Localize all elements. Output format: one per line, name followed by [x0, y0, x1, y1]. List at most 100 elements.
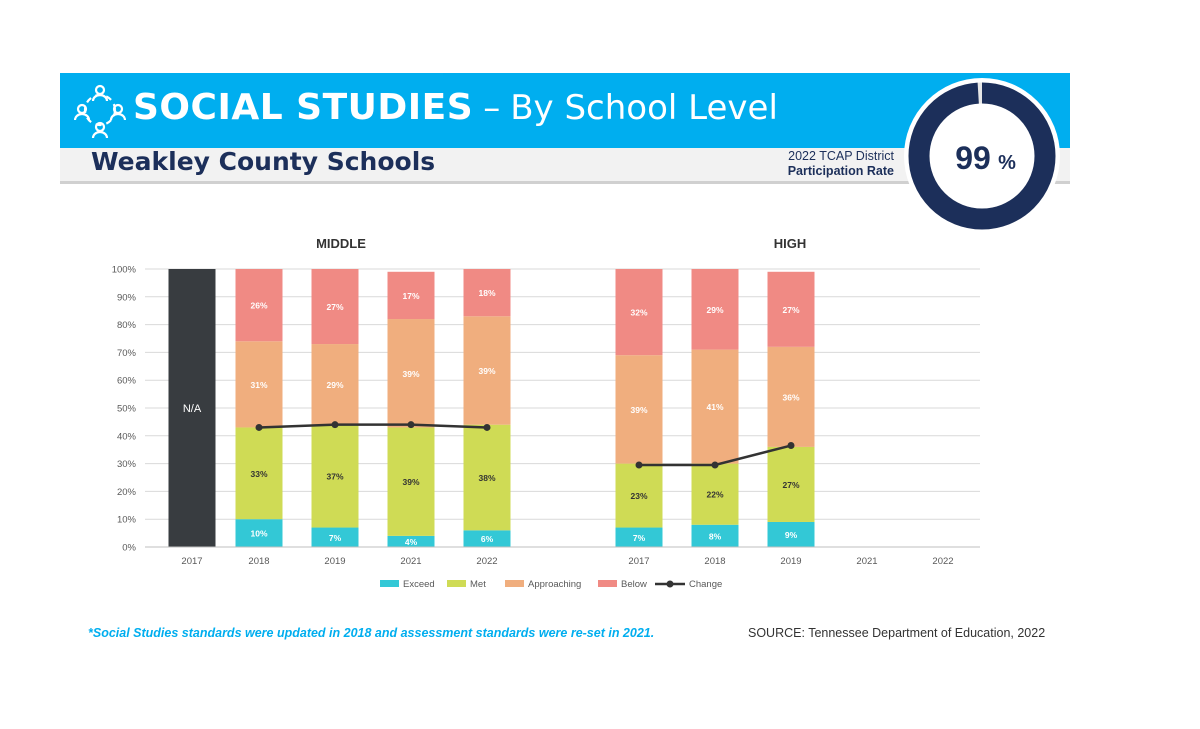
bar-segment-approaching [387, 319, 435, 428]
bar-segment-approaching [615, 355, 663, 464]
y-tick-label: 10% [117, 515, 137, 526]
page-title: SOCIAL STUDIES – By School Level [133, 87, 778, 128]
legend-swatch-met [447, 580, 466, 587]
data-label: 33% [250, 469, 267, 479]
x-tick-label: 2017 [181, 556, 202, 567]
bar-segment-exceed [311, 527, 359, 547]
data-label: 7% [633, 533, 646, 543]
data-label: 39% [402, 369, 419, 379]
participation-label-line2: Participation Rate [787, 164, 894, 178]
x-tick-label: 2022 [932, 556, 953, 567]
people-network-icon [74, 84, 126, 139]
bar-segment-met [691, 463, 739, 525]
data-label: 7% [329, 533, 342, 543]
data-label: 9% [785, 530, 798, 540]
na-bar [168, 269, 216, 547]
data-label: 37% [326, 472, 343, 482]
y-tick-label: 90% [117, 292, 137, 303]
bar-segment-met [767, 446, 815, 522]
change-point [407, 421, 415, 429]
data-label: 22% [706, 490, 723, 500]
legend-swatch-below [598, 580, 617, 587]
bar-segment-exceed [691, 524, 739, 547]
panel-title: MIDDLE [316, 236, 366, 251]
legend-label: Exceed [403, 579, 435, 590]
bar-segment-approaching [767, 346, 815, 447]
bar-segment-met [311, 424, 359, 528]
bar-segment-exceed [463, 530, 511, 547]
bar-segment-below [463, 269, 511, 317]
participation-donut: 99 % [904, 78, 1060, 234]
na-label: N/A [183, 403, 202, 415]
bar-segment-met [615, 463, 663, 528]
source-note: SOURCE: Tennessee Department of Educatio… [748, 626, 1046, 640]
legend-label: Approaching [528, 579, 581, 590]
data-label: 23% [630, 491, 647, 501]
bar-segment-below [235, 269, 283, 342]
panel-title: HIGH [774, 236, 807, 251]
change-point [787, 442, 795, 450]
data-label: 39% [402, 477, 419, 487]
bar-segment-below [387, 271, 435, 320]
y-tick-label: 70% [117, 348, 137, 359]
footnote: *Social Studies standards were updated i… [88, 626, 655, 640]
legend-swatch-exceed [380, 580, 399, 587]
data-label: 27% [326, 302, 343, 312]
bar-segment-met [235, 427, 283, 520]
data-label: 29% [326, 380, 343, 390]
y-tick-label: 60% [117, 376, 137, 387]
data-label: 26% [250, 301, 267, 311]
participation-unit: % [998, 152, 1016, 174]
change-point [255, 423, 263, 431]
participation-value: 99 [955, 140, 991, 176]
bar-segment-below [311, 269, 359, 345]
bar-segment-met [387, 427, 435, 536]
x-tick-label: 2018 [248, 556, 269, 567]
participation-label: 2022 TCAP District Participation Rate [788, 149, 894, 179]
y-tick-label: 20% [117, 487, 137, 498]
legend-label: Below [621, 579, 647, 590]
bar-segment-exceed [235, 519, 283, 547]
change-point [331, 421, 339, 429]
change-point [711, 461, 719, 469]
x-tick-label: 2022 [476, 556, 497, 567]
title-subtitle: By School Level [510, 88, 778, 128]
y-tick-label: 30% [117, 459, 137, 470]
y-tick-label: 100% [112, 265, 137, 276]
x-tick-label: 2021 [400, 556, 421, 567]
district-bar: Weakley County Schools 2022 TCAP Distric… [60, 148, 1070, 184]
legend-swatch-approaching [505, 580, 524, 587]
data-label: 39% [630, 405, 647, 415]
change-point [483, 423, 491, 431]
data-label: 27% [782, 480, 799, 490]
data-label: 18% [478, 288, 495, 298]
data-label: 32% [630, 308, 647, 318]
district-name: Weakley County Schools [91, 147, 436, 176]
x-tick-label: 2021 [856, 556, 877, 567]
data-label: 10% [250, 529, 267, 539]
x-tick-label: 2019 [780, 556, 801, 567]
data-label: 39% [478, 366, 495, 376]
bar-segment-below [691, 269, 739, 350]
legend-label: Met [470, 579, 486, 590]
bar-segment-exceed [767, 521, 815, 547]
data-label: 38% [478, 473, 495, 483]
title-main: SOCIAL STUDIES [133, 87, 474, 128]
title-dash: – [483, 88, 501, 128]
y-tick-label: 0% [122, 543, 136, 554]
data-label: 6% [481, 534, 494, 544]
bar-segment-approaching [235, 341, 283, 428]
data-label: 41% [706, 402, 723, 412]
data-label: 36% [782, 392, 799, 402]
change-point [635, 461, 643, 469]
y-tick-label: 50% [117, 404, 137, 415]
title-banner: SOCIAL STUDIES – By School Level [60, 73, 1070, 148]
data-label: 29% [706, 305, 723, 315]
bar-segment-below [767, 271, 815, 347]
y-tick-label: 40% [117, 431, 137, 442]
legend-marker-change [666, 580, 674, 588]
bar-segment-approaching [691, 349, 739, 464]
bar-segment-approaching [311, 344, 359, 425]
bar-segment-approaching [463, 316, 511, 425]
